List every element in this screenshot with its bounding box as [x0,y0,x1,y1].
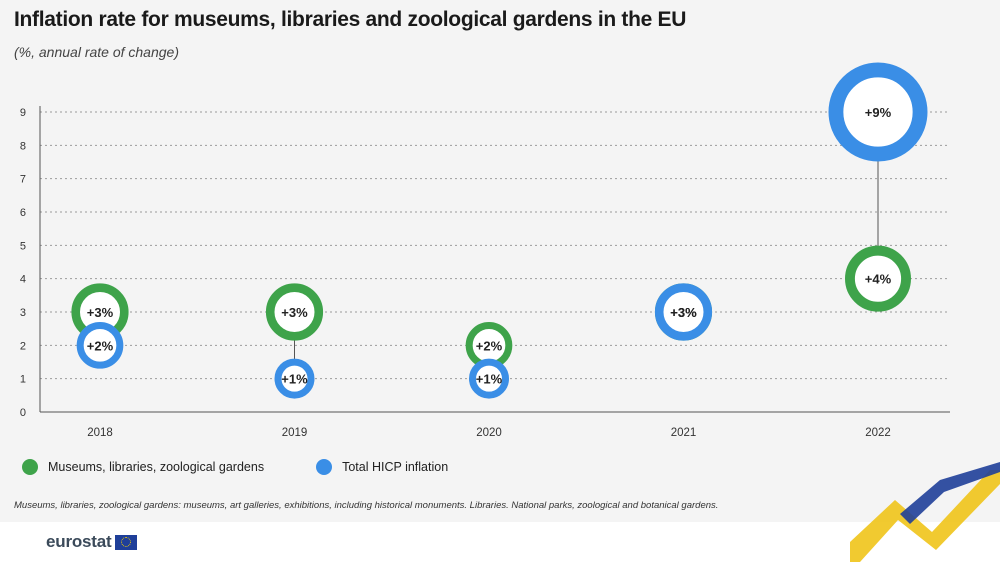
x-tick-2021: 2021 [671,427,697,439]
data-label-hicp-2020: +1% [476,372,503,387]
x-tick-labels: 2018 2019 2020 2021 2022 [87,427,891,439]
footnote: Museums, libraries, zoological gardens: … [14,500,719,511]
data-label-hicp-2021: +3% [670,305,697,320]
data-label-museums-2018: +3% [87,305,114,320]
legend-swatch-hicp [316,459,333,475]
legend-label-hicp: Total HICP inflation [342,460,449,474]
y-tick-1: 1 [20,374,26,386]
x-tick-2018: 2018 [87,427,113,439]
bubble-hicp-2018 [76,321,124,369]
data-labels: +3%+2%+3%+1%+2%+1%+3%+3%+9%+4% [87,105,892,387]
y-tick-7: 7 [20,174,26,186]
footer-band [0,522,1000,562]
bubble-group-museums-2019 [265,283,324,341]
chart-title: Inflation rate for museums, libraries an… [14,8,687,31]
data-label-museums-2019: +3% [281,305,308,320]
data-label-hicp-2022: +9% [865,105,892,120]
y-tick-6: 6 [20,207,26,219]
eu-flag-icon [115,534,138,550]
x-tick-2020: 2020 [476,427,502,439]
corner-ribbon-decoration [850,462,1000,562]
legend-swatch-museums [22,459,38,475]
bubble-group-museums-2022 [845,245,912,312]
data-label-museums-2021: +3% [670,305,697,320]
bubble-group-hicp-2020 [469,358,509,399]
data-label-hicp-2019: +1% [281,372,308,387]
eurostat-logo[interactable]: eurostat [46,532,138,552]
bubble-group-hicp-2021 [654,283,713,341]
bubble-museums-2019 [265,283,324,341]
logo-text: eurostat [46,532,112,551]
y-tick-5: 5 [20,240,26,252]
legend-item-museums[interactable]: Museums, libraries, zoological gardens [22,459,264,475]
y-tick-4: 4 [20,274,26,286]
legend-label-museums: Museums, libraries, zoological gardens [48,460,265,474]
x-tick-2019: 2019 [282,427,308,439]
y-tick-9: 9 [20,107,26,119]
legend: Museums, libraries, zoological gardens T… [22,459,448,475]
y-tick-2: 2 [20,340,26,352]
bubble-hicp-2022 [828,62,928,162]
data-label-hicp-2018: +2% [87,338,114,353]
bubble-group-hicp-2022 [828,62,928,162]
data-label-museums-2020: +2% [476,338,503,353]
bubble-group-hicp-2019 [274,358,315,399]
bubble-museums-2022 [845,245,912,312]
y-tick-0: 0 [20,407,26,419]
bubble-hicp-2021 [654,283,713,341]
bubble-group-hicp-2018 [76,321,124,369]
chart-svg: 0 1 2 3 4 5 6 7 8 9 2018 2019 2020 2021 2022 +3% +2% +3… [20,62,950,439]
bubbles [71,62,928,399]
bubble-hicp-2020 [469,358,509,399]
data-label-museums-2022: +4% [865,272,892,287]
legend-item-hicp[interactable]: Total HICP inflation [316,459,448,475]
chart-subtitle: (%, annual rate of change) [14,44,179,60]
y-tick-labels: 0 1 2 3 4 5 6 7 8 9 [20,107,26,419]
x-tick-2022: 2022 [865,427,891,439]
bubble-hicp-2019 [274,358,315,399]
y-tick-3: 3 [20,307,26,319]
y-tick-8: 8 [20,140,26,152]
